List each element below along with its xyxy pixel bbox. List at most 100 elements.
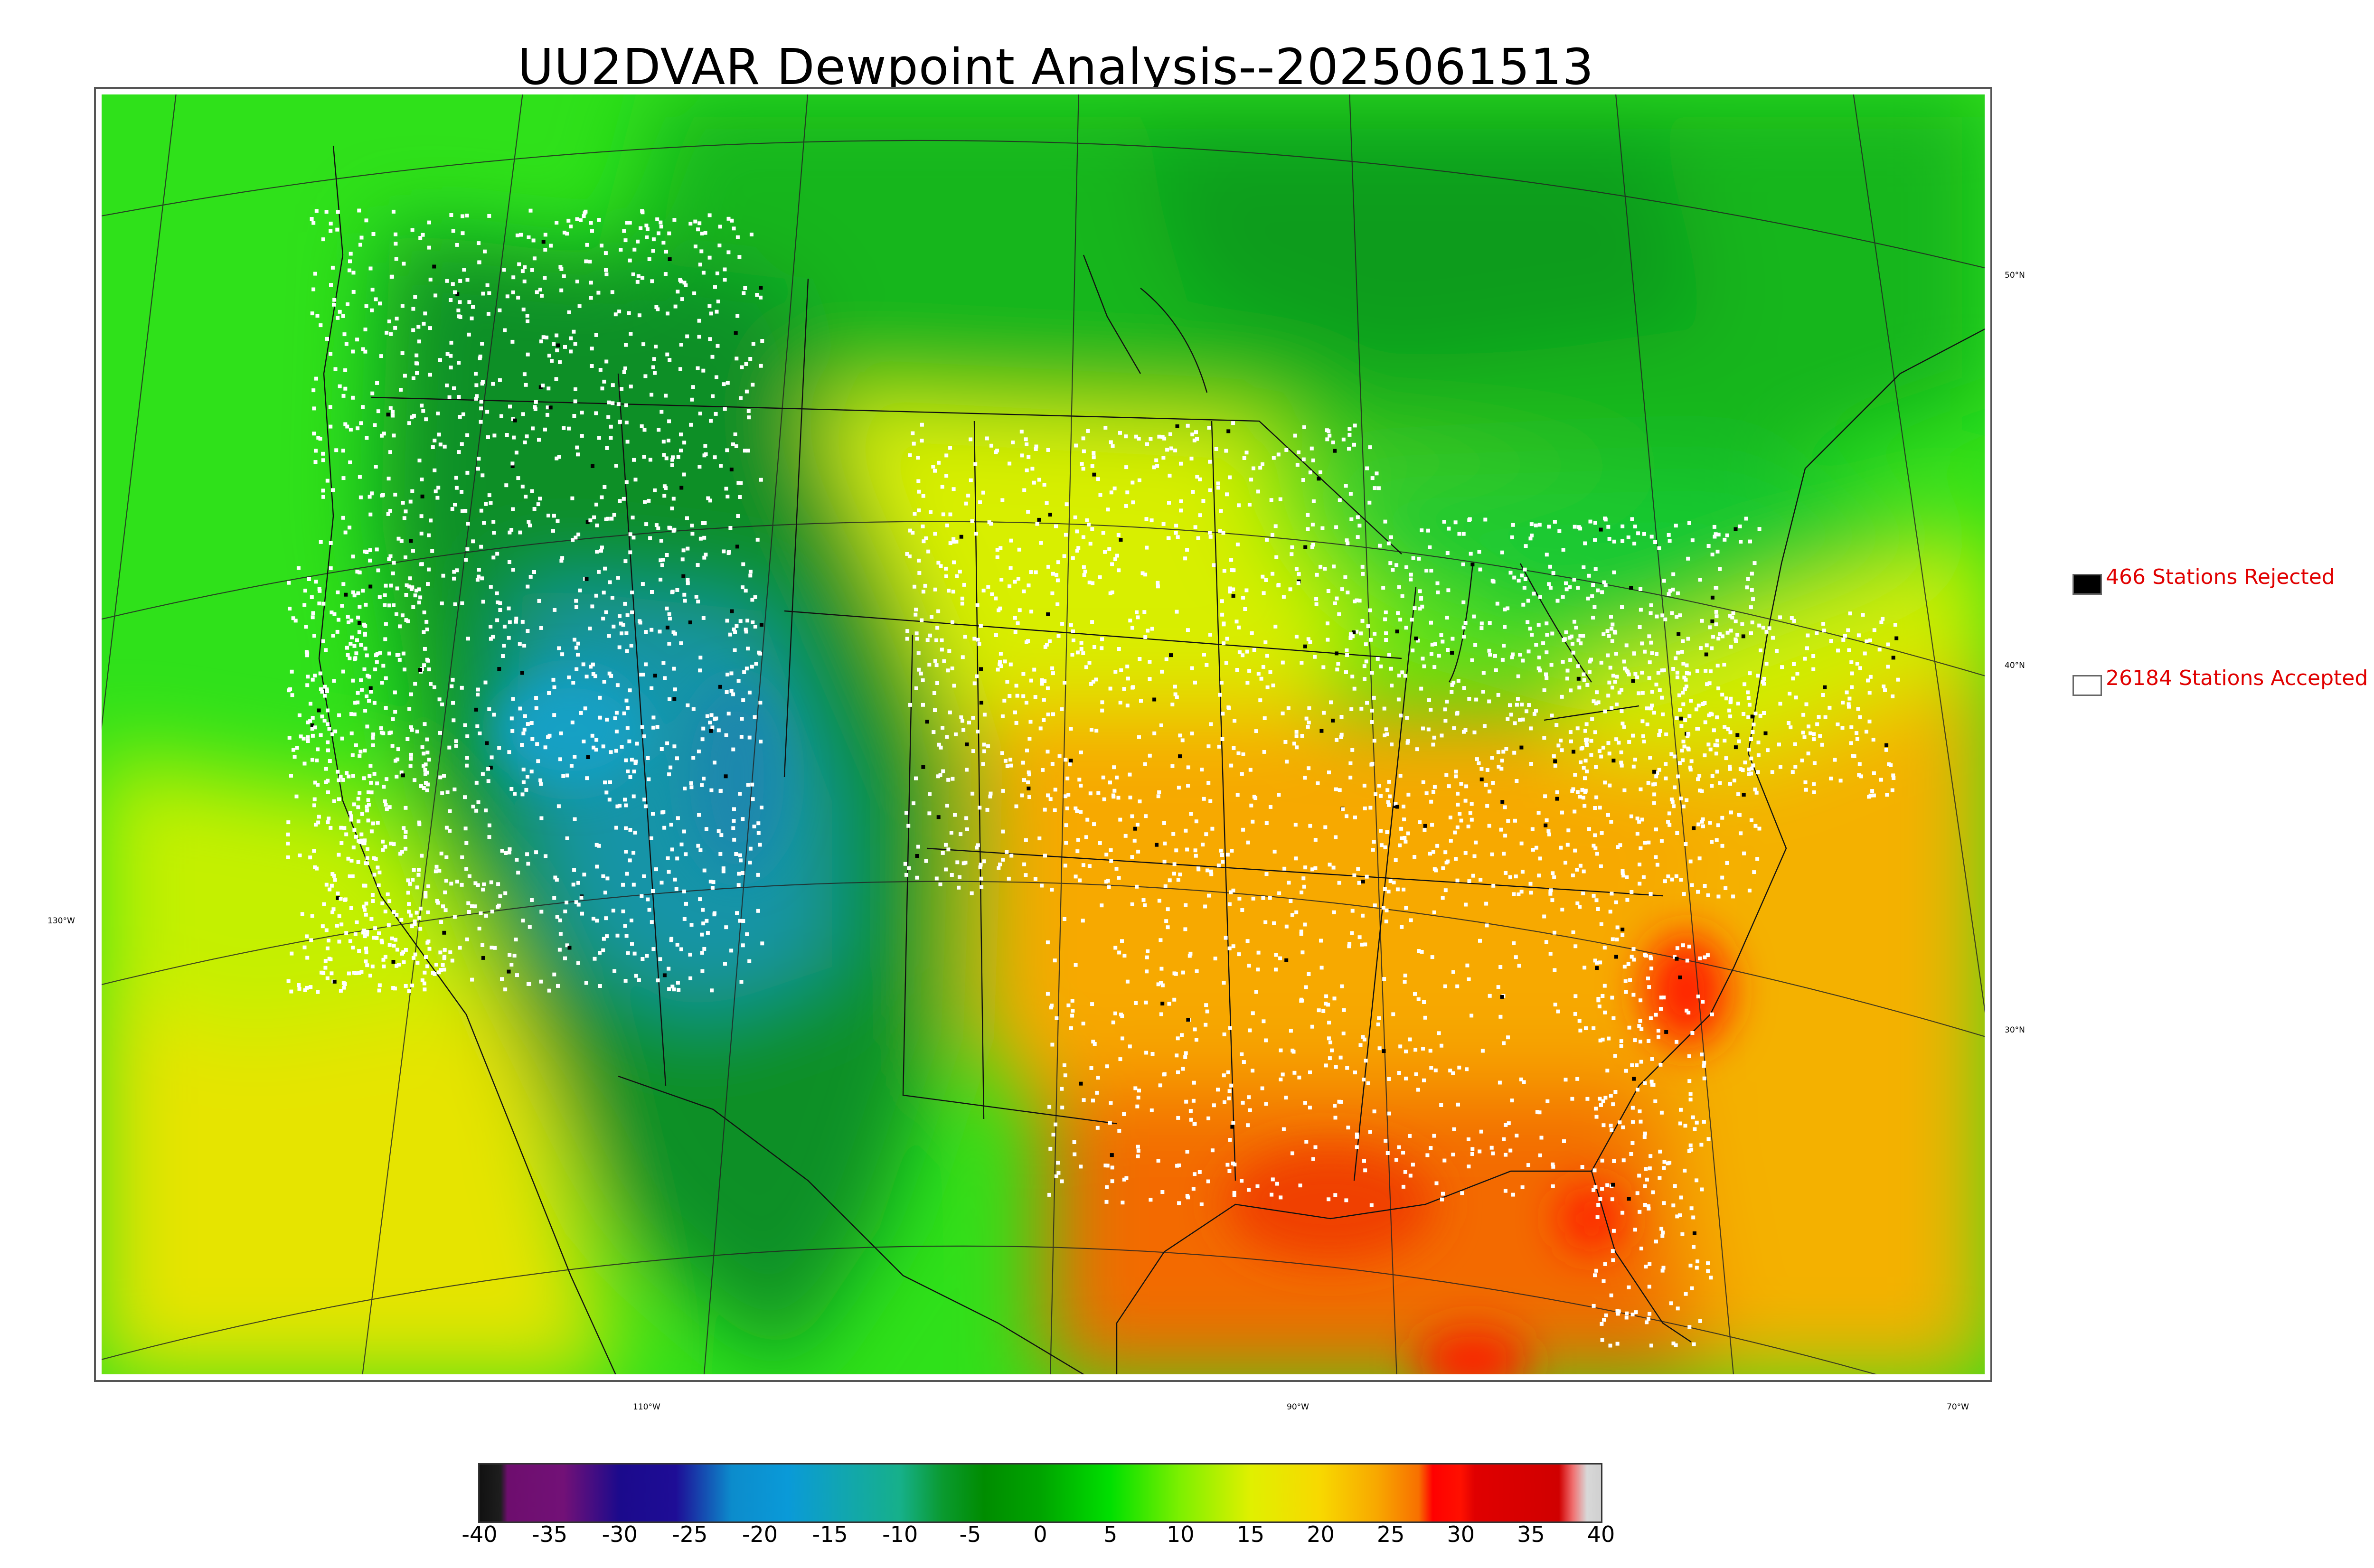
station-rejected	[455, 292, 460, 296]
station-rejected	[541, 240, 546, 244]
station-accepted	[1087, 661, 1092, 665]
station-accepted	[383, 799, 387, 803]
station-rejected	[418, 668, 422, 672]
station-accepted	[1222, 1032, 1226, 1036]
station-accepted	[1685, 958, 1689, 963]
station-accepted	[971, 749, 975, 753]
station-accepted	[1686, 732, 1690, 736]
station-accepted	[1313, 838, 1318, 842]
station-accepted	[1882, 684, 1886, 688]
station-accepted	[625, 726, 630, 730]
station-accepted	[1020, 453, 1024, 458]
station-accepted	[1456, 679, 1460, 683]
station-accepted	[1247, 1095, 1251, 1099]
station-accepted	[1102, 797, 1106, 801]
station-accepted	[368, 558, 372, 563]
station-accepted	[395, 964, 399, 968]
station-accepted	[1170, 764, 1175, 768]
station-accepted	[1573, 1012, 1577, 1016]
station-accepted	[1400, 594, 1404, 598]
station-accepted	[1670, 800, 1675, 804]
station-accepted	[1105, 1185, 1109, 1189]
station-accepted	[428, 373, 432, 377]
station-accepted	[466, 901, 471, 905]
lat-label-30: 30°N	[2005, 1025, 2025, 1035]
dewpoint-map[interactable]	[94, 87, 1992, 1382]
station-accepted	[1499, 767, 1504, 771]
station-accepted	[741, 919, 745, 923]
station-accepted	[1235, 668, 1239, 672]
station-accepted	[347, 620, 350, 624]
station-accepted	[1490, 756, 1494, 760]
station-accepted	[1029, 610, 1034, 614]
station-accepted	[1440, 1197, 1444, 1202]
station-accepted	[1420, 528, 1424, 533]
station-accepted	[372, 856, 376, 860]
station-accepted	[1716, 894, 1721, 899]
station-accepted	[1640, 817, 1644, 822]
station-accepted	[1545, 633, 1549, 637]
station-accepted	[1251, 896, 1255, 901]
station-accepted	[1615, 1342, 1620, 1346]
station-accepted	[1633, 758, 1637, 761]
station-accepted	[479, 406, 483, 411]
station-accepted	[406, 878, 410, 883]
station-accepted	[1583, 541, 1587, 545]
station-accepted	[352, 644, 357, 648]
station-accepted	[374, 653, 378, 657]
station-accepted	[1284, 448, 1289, 452]
station-accepted	[1576, 638, 1581, 642]
station-accepted	[1686, 1011, 1691, 1014]
station-accepted	[1620, 869, 1625, 873]
station-accepted	[524, 383, 528, 387]
station-accepted	[1348, 636, 1353, 640]
accepted-legend-text: 26184 Stations Accepted	[2106, 666, 2368, 690]
station-accepted	[1228, 475, 1232, 479]
station-accepted	[437, 869, 442, 873]
station-accepted	[594, 333, 598, 337]
station-accepted	[1381, 906, 1385, 910]
station-accepted	[362, 841, 367, 845]
station-accepted	[1186, 423, 1190, 428]
station-accepted	[419, 531, 424, 535]
station-accepted	[465, 763, 469, 768]
station-accepted	[1137, 735, 1141, 739]
station-accepted	[670, 985, 675, 989]
station-accepted	[1265, 654, 1269, 658]
station-accepted	[951, 487, 956, 491]
station-rejected	[513, 418, 517, 423]
station-accepted	[589, 296, 593, 300]
station-accepted	[1608, 666, 1612, 670]
station-accepted	[410, 924, 414, 929]
station-accepted	[515, 233, 519, 237]
station-accepted	[447, 745, 452, 750]
station-accepted	[1743, 682, 1747, 686]
station-accepted	[1599, 922, 1603, 926]
station-accepted	[1118, 431, 1122, 435]
station-accepted	[659, 410, 664, 414]
station-accepted	[628, 258, 632, 263]
station-accepted	[1488, 994, 1492, 998]
station-accepted	[1688, 768, 1693, 772]
station-accepted	[435, 496, 440, 500]
station-accepted	[1391, 568, 1395, 572]
station-accepted	[1130, 480, 1135, 485]
station-accepted	[914, 776, 918, 780]
station-accepted	[1520, 870, 1525, 874]
station-accepted	[330, 910, 335, 914]
station-accepted	[1311, 543, 1315, 547]
station-accepted	[443, 444, 447, 449]
station-accepted	[1212, 1103, 1216, 1108]
station-accepted	[1729, 629, 1733, 633]
station-accepted	[1176, 535, 1180, 539]
station-accepted	[905, 637, 909, 641]
station-accepted	[1644, 1167, 1648, 1171]
station-accepted	[1361, 572, 1365, 576]
station-accepted	[410, 415, 414, 420]
station-accepted	[1493, 654, 1497, 658]
station-accepted	[1387, 779, 1391, 784]
station-accepted	[1271, 1177, 1275, 1182]
station-accepted	[476, 883, 480, 887]
station-accepted	[1232, 568, 1236, 573]
station-accepted	[1379, 829, 1383, 833]
